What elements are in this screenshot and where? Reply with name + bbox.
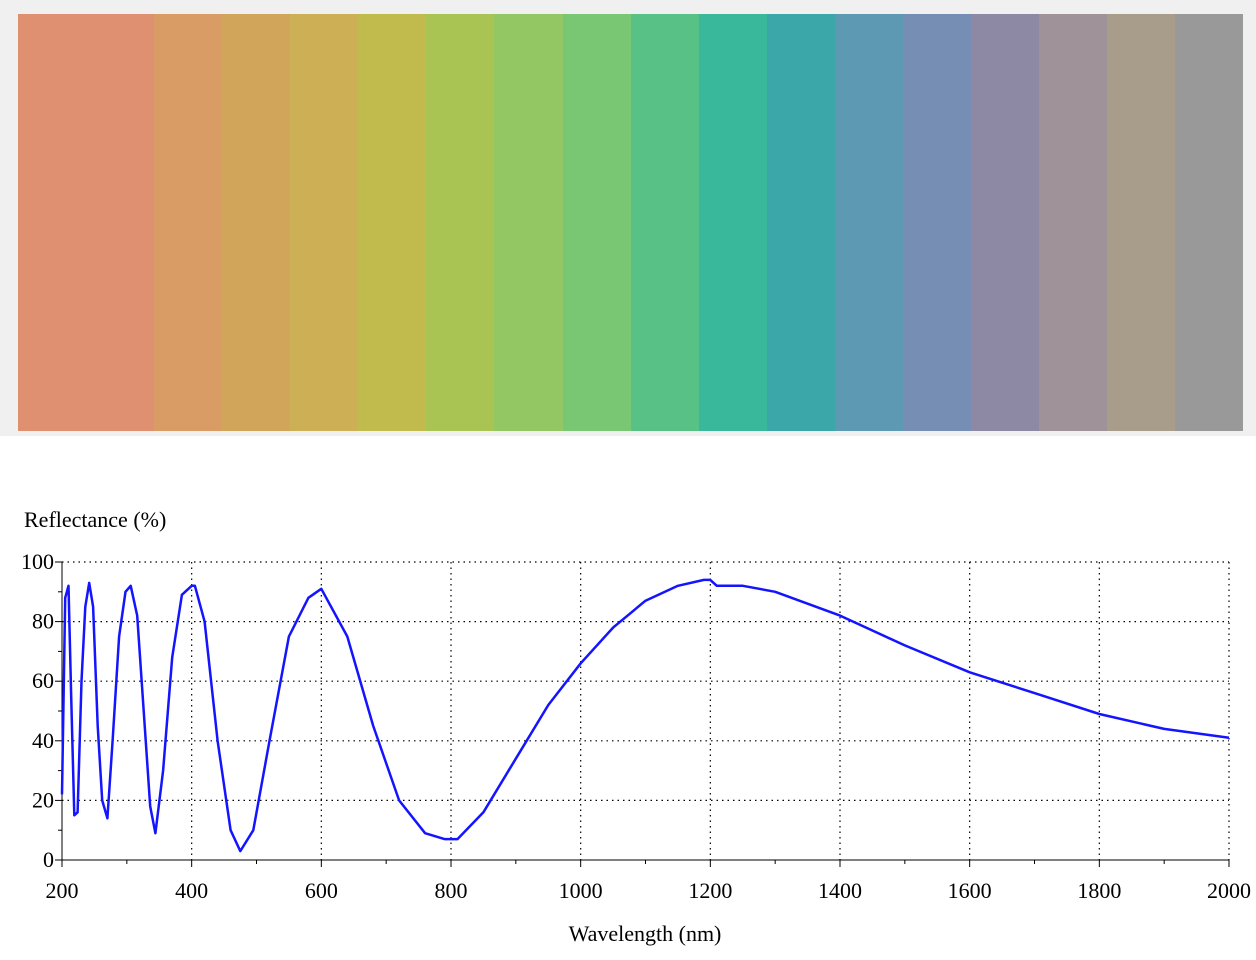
- y-tick-label: 80: [32, 609, 54, 634]
- x-axis-label: Wavelength (nm): [569, 921, 722, 946]
- y-tick-label: 100: [21, 549, 54, 574]
- x-tick-label: 1800: [1077, 878, 1121, 903]
- color-swatch: [834, 14, 903, 431]
- chart-grid: [62, 561, 1230, 860]
- color-swatch: [222, 14, 291, 431]
- color-swatch: [426, 14, 495, 431]
- x-tick-label: 800: [435, 878, 468, 903]
- color-swatch: [18, 14, 87, 431]
- x-tick-label: 2000: [1207, 878, 1251, 903]
- color-swatch: [154, 14, 223, 431]
- chart-axes: [61, 562, 1229, 861]
- y-tick-label: 60: [32, 668, 54, 693]
- color-swatch: [970, 14, 1039, 431]
- y-tick-label: 0: [43, 847, 54, 872]
- color-swatch: [1107, 14, 1176, 431]
- color-swatch: [1038, 14, 1107, 431]
- x-tick-label: 1400: [818, 878, 862, 903]
- color-swatch: [766, 14, 835, 431]
- plot-frame: [62, 562, 1229, 860]
- reflectance-chart: 200 400 600 800 1000 1200 1400 1600 1800 2000 0 20 4…: [21, 507, 1251, 946]
- color-swatch: [562, 14, 631, 431]
- x-tick-label: 200: [46, 878, 79, 903]
- color-swatch: [358, 14, 427, 431]
- x-tick-label: 1000: [559, 878, 603, 903]
- y-tick-label: 20: [32, 787, 54, 812]
- color-swatch: [494, 14, 563, 431]
- y-axis-label: Reflectance (%): [24, 507, 166, 532]
- x-tick-label: 600: [305, 878, 338, 903]
- color-swatch-strip: [18, 14, 1244, 431]
- color-swatch: [902, 14, 971, 431]
- chart-tick-labels: 200 400 600 800 1000 1200 1400 1600 1800 2000 0 20 4…: [21, 549, 1251, 903]
- color-swatch: [698, 14, 767, 431]
- color-swatch-panel: [0, 0, 1256, 436]
- color-swatch: [1175, 14, 1244, 431]
- x-tick-label: 1200: [688, 878, 732, 903]
- color-swatch: [630, 14, 699, 431]
- y-tick-label: 40: [32, 728, 54, 753]
- x-tick-label: 1600: [948, 878, 992, 903]
- chart-ticks: [55, 561, 1230, 867]
- color-swatch: [86, 14, 155, 431]
- x-tick-label: 400: [175, 878, 208, 903]
- color-swatch: [290, 14, 359, 431]
- reflectance-series-line: [60, 578, 1230, 853]
